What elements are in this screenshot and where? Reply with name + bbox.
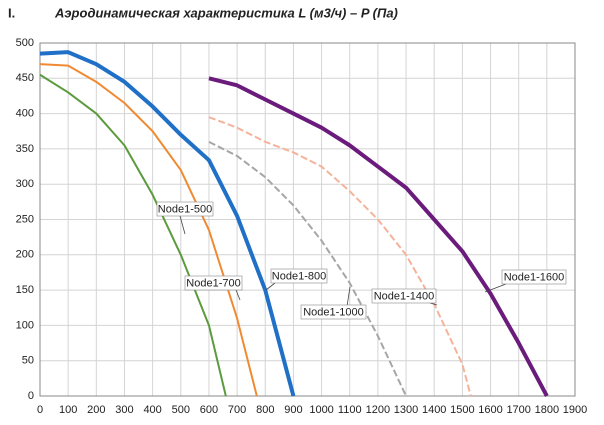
callout-leader: [179, 215, 186, 235]
series-line: [39, 50, 296, 397]
y-tick-label: 50: [22, 355, 34, 367]
y-tick-label: 100: [16, 319, 34, 331]
callout-box: [501, 269, 567, 285]
x-tick-label: 1100: [338, 404, 362, 416]
callout-box: [156, 201, 214, 217]
callout-box: [300, 304, 367, 320]
x-tick-label: 1700: [506, 404, 530, 416]
y-tick-label: 150: [16, 284, 34, 296]
y-tick-label: 200: [16, 249, 34, 261]
x-tick-label: 400: [143, 404, 161, 416]
y-tick-label: 300: [16, 178, 34, 190]
x-tick-label: 300: [115, 404, 133, 416]
section-number: I.: [8, 5, 15, 20]
x-tick-label: 1900: [563, 404, 587, 416]
callout-leader: [235, 289, 241, 301]
x-tick-label: 500: [172, 404, 190, 416]
y-tick-label: 0: [28, 390, 34, 402]
x-tick-label: 800: [256, 404, 274, 416]
x-tick-label: 600: [200, 404, 218, 416]
y-tick-label: 500: [16, 37, 34, 49]
y-tick-label: 450: [16, 72, 34, 84]
series-line: [39, 73, 227, 397]
callout-box: [184, 275, 243, 291]
series-line: [208, 116, 472, 397]
callout-label: Node1-1600: [504, 271, 565, 283]
x-tick-label: 1400: [422, 404, 446, 416]
x-tick-label: 1300: [394, 404, 418, 416]
chart-title: Аэродинамическая характеристика L (м3/ч)…: [54, 5, 398, 20]
x-tick-label: 700: [228, 404, 246, 416]
x-tick-label: 1500: [450, 404, 474, 416]
plot-frame: [39, 42, 576, 397]
y-tick-label: 350: [16, 143, 34, 155]
x-tick-label: 900: [284, 404, 302, 416]
callout-label: Node1-700: [186, 277, 240, 289]
callout-leader: [429, 302, 438, 306]
callout-label: Node1-1400: [374, 290, 435, 302]
y-tick-label: 250: [16, 213, 34, 225]
callout-box: [371, 288, 437, 304]
callout-label: Node1-800: [272, 270, 326, 282]
callout-box: [270, 268, 328, 284]
x-tick-label: 1800: [535, 404, 559, 416]
y-tick-label: 400: [16, 108, 34, 120]
callout-leader: [265, 282, 276, 291]
callout-label: Node1-1000: [303, 306, 364, 318]
x-tick-label: 1600: [478, 404, 502, 416]
callout-leader: [484, 283, 507, 293]
x-tick-label: 100: [59, 404, 77, 416]
series-line: [208, 76, 549, 397]
series-line: [208, 140, 407, 397]
x-tick-label: 0: [37, 404, 43, 416]
callout-label: Node1-500: [158, 203, 212, 215]
x-tick-label: 1000: [309, 404, 333, 416]
x-tick-label: 1200: [366, 404, 390, 416]
x-tick-label: 200: [87, 404, 105, 416]
